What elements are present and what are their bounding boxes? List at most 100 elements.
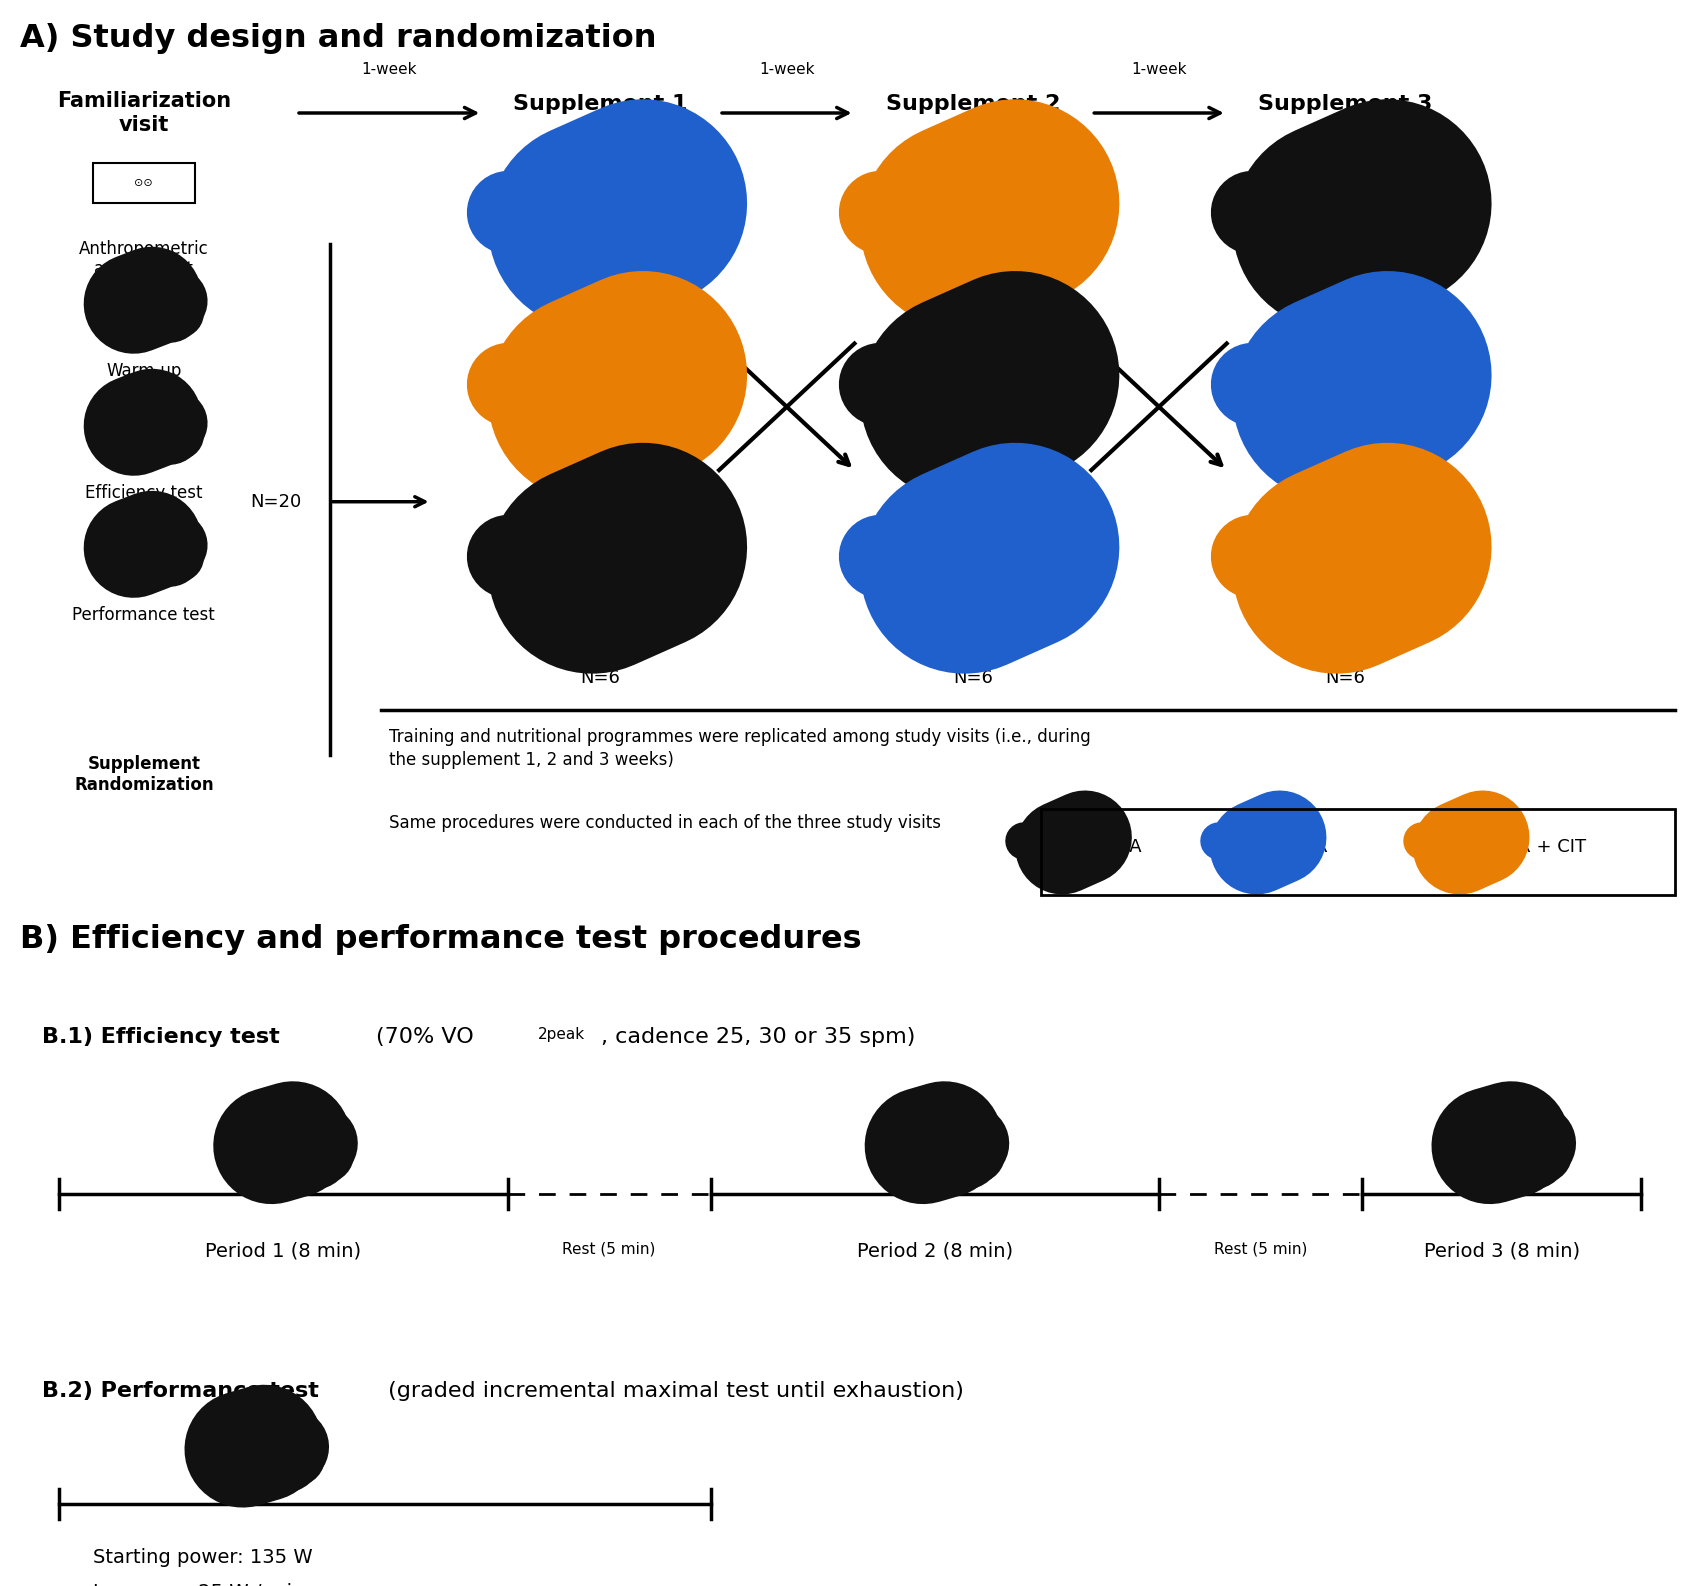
Text: , cadence 25, 30 or 35 spm): , cadence 25, 30 or 35 spm)	[601, 1026, 915, 1047]
Text: 1-week: 1-week	[760, 62, 814, 76]
Ellipse shape	[1232, 208, 1262, 217]
Circle shape	[1450, 826, 1477, 841]
Ellipse shape	[1056, 379, 1086, 389]
Ellipse shape	[1501, 839, 1514, 844]
Text: PLA: PLA	[1108, 837, 1142, 856]
Circle shape	[570, 522, 631, 554]
Ellipse shape	[1015, 839, 1029, 844]
Ellipse shape	[1210, 839, 1223, 844]
Circle shape	[942, 522, 1003, 554]
Text: BR: BR	[1303, 837, 1328, 856]
Circle shape	[254, 1432, 283, 1443]
Text: Anthropometric
assessment: Anthropometric assessment	[80, 239, 208, 279]
Text: N=7: N=7	[953, 325, 993, 344]
Text: Period 2 (8 min): Period 2 (8 min)	[856, 1242, 1014, 1261]
Text: Period 3 (8 min): Period 3 (8 min)	[1423, 1242, 1580, 1261]
Circle shape	[1315, 522, 1376, 554]
Circle shape	[934, 1129, 963, 1140]
Text: (graded incremental maximal test until exhaustion): (graded incremental maximal test until e…	[381, 1381, 963, 1402]
Ellipse shape	[528, 230, 672, 249]
Ellipse shape	[528, 401, 672, 422]
Text: N=7: N=7	[953, 498, 993, 515]
Ellipse shape	[860, 379, 890, 389]
Circle shape	[1501, 1129, 1530, 1140]
Text: 1-week: 1-week	[1132, 62, 1186, 76]
Text: N=7: N=7	[580, 498, 621, 515]
Ellipse shape	[1413, 839, 1426, 844]
Ellipse shape	[528, 573, 672, 593]
Text: ⊙⊙: ⊙⊙	[134, 178, 154, 187]
Ellipse shape	[1431, 849, 1496, 858]
Circle shape	[570, 178, 631, 211]
Text: N=7: N=7	[1325, 325, 1365, 344]
Text: Starting power: 135 W: Starting power: 135 W	[93, 1548, 313, 1567]
Bar	[1041, 809, 1675, 895]
Circle shape	[1052, 826, 1079, 841]
Circle shape	[942, 351, 1003, 382]
Text: Rest (5 min): Rest (5 min)	[1213, 1242, 1308, 1256]
Ellipse shape	[860, 550, 890, 561]
Text: BR + CIT: BR + CIT	[1506, 837, 1585, 856]
Text: Supplement
Randomization: Supplement Randomization	[74, 755, 213, 793]
Ellipse shape	[900, 230, 1044, 249]
Circle shape	[1315, 351, 1376, 382]
Text: B.1) Efficiency test: B.1) Efficiency test	[42, 1026, 281, 1047]
Text: 2peak: 2peak	[538, 1026, 585, 1042]
Ellipse shape	[487, 208, 518, 217]
Text: B.2) Performance test: B.2) Performance test	[42, 1381, 320, 1402]
Circle shape	[144, 528, 168, 542]
Text: Increases: 25 W / min: Increases: 25 W / min	[93, 1583, 305, 1586]
Text: N=6: N=6	[580, 669, 621, 687]
Ellipse shape	[1232, 550, 1262, 561]
Text: Familiarization
visit: Familiarization visit	[58, 92, 230, 135]
Text: Rest (5 min): Rest (5 min)	[562, 1242, 656, 1256]
Text: Same procedures were conducted in each of the three study visits: Same procedures were conducted in each o…	[389, 814, 941, 831]
Ellipse shape	[1272, 230, 1418, 249]
Text: Supplement 3: Supplement 3	[1257, 94, 1433, 114]
Ellipse shape	[900, 401, 1044, 422]
Text: N=20: N=20	[250, 493, 301, 511]
Circle shape	[570, 351, 631, 382]
Text: N=7: N=7	[1325, 498, 1365, 515]
Text: A) Study design and randomization: A) Study design and randomization	[20, 22, 656, 54]
Ellipse shape	[1272, 573, 1418, 593]
Ellipse shape	[1034, 849, 1098, 858]
Ellipse shape	[684, 550, 714, 561]
Text: (70% VO: (70% VO	[376, 1026, 474, 1047]
Circle shape	[1315, 178, 1376, 211]
Ellipse shape	[1428, 208, 1459, 217]
Circle shape	[942, 178, 1003, 211]
Text: Efficiency test: Efficiency test	[85, 484, 203, 501]
Text: Warm-up: Warm-up	[107, 362, 181, 379]
Text: N=6: N=6	[1325, 669, 1365, 687]
Text: Supplement 2: Supplement 2	[885, 94, 1061, 114]
Text: Period 1 (8 min): Period 1 (8 min)	[205, 1242, 362, 1261]
Ellipse shape	[1428, 550, 1459, 561]
Bar	[93, 163, 195, 203]
Ellipse shape	[1056, 208, 1086, 217]
Ellipse shape	[487, 379, 518, 389]
Ellipse shape	[1056, 550, 1086, 561]
Ellipse shape	[684, 208, 714, 217]
Ellipse shape	[900, 573, 1044, 593]
Circle shape	[144, 406, 168, 420]
Text: Supplement 1: Supplement 1	[513, 94, 689, 114]
Circle shape	[283, 1129, 311, 1140]
Ellipse shape	[1298, 839, 1311, 844]
Text: Performance test: Performance test	[73, 606, 215, 623]
Text: 1-week: 1-week	[362, 62, 416, 76]
Circle shape	[144, 285, 168, 298]
Ellipse shape	[1228, 849, 1293, 858]
Text: N=7: N=7	[580, 325, 621, 344]
Ellipse shape	[684, 379, 714, 389]
Ellipse shape	[1103, 839, 1117, 844]
Ellipse shape	[1232, 379, 1262, 389]
Ellipse shape	[860, 208, 890, 217]
Ellipse shape	[1428, 379, 1459, 389]
Ellipse shape	[487, 550, 518, 561]
Text: N=6: N=6	[953, 669, 993, 687]
Text: B) Efficiency and performance test procedures: B) Efficiency and performance test proce…	[20, 925, 861, 955]
Ellipse shape	[1272, 401, 1418, 422]
Text: Training and nutritional programmes were replicated among study visits (i.e., du: Training and nutritional programmes were…	[389, 728, 1091, 769]
Circle shape	[1247, 826, 1274, 841]
